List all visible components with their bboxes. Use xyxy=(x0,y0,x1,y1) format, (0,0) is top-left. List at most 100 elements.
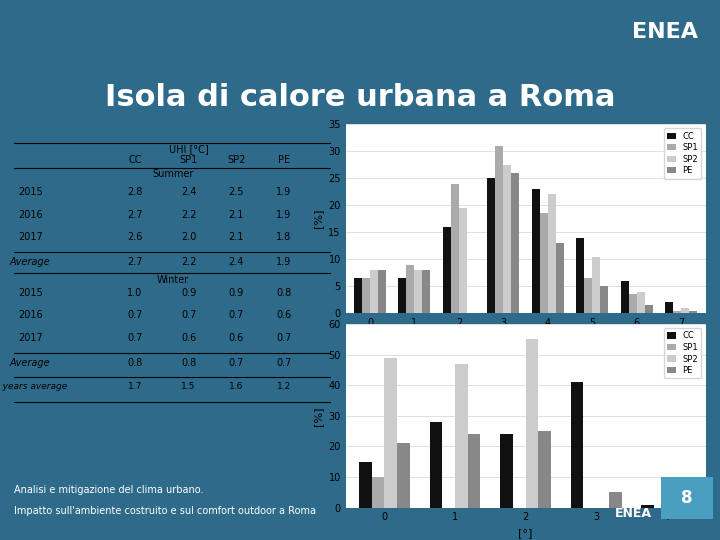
Text: 1.2: 1.2 xyxy=(276,382,291,391)
Bar xyxy=(681,308,689,313)
Bar xyxy=(503,165,511,313)
Bar xyxy=(556,243,564,313)
Bar xyxy=(689,310,697,313)
Text: 0.7: 0.7 xyxy=(181,310,197,320)
Text: 2.8: 2.8 xyxy=(127,187,143,197)
Text: 0.7: 0.7 xyxy=(127,310,143,320)
Text: 2015: 2015 xyxy=(18,187,42,197)
Text: 2016: 2016 xyxy=(18,210,42,220)
Legend: CC, SP1, SP2, PE: CC, SP1, SP2, PE xyxy=(664,328,701,379)
Bar xyxy=(398,278,407,313)
Text: 2.7: 2.7 xyxy=(127,210,143,220)
Text: Isola di calore urbana a Roma: Isola di calore urbana a Roma xyxy=(104,83,616,112)
Bar xyxy=(459,208,467,313)
Bar xyxy=(629,294,636,313)
Text: UHI [°C]: UHI [°C] xyxy=(168,144,209,154)
Text: 1.8: 1.8 xyxy=(276,232,292,242)
Legend: CC, SP1, SP2, PE: CC, SP1, SP2, PE xyxy=(664,129,701,179)
Bar xyxy=(548,194,556,313)
Bar xyxy=(359,462,372,508)
Text: 2015: 2015 xyxy=(18,287,42,298)
Text: 2.7: 2.7 xyxy=(127,257,143,267)
Text: 0.8: 0.8 xyxy=(181,357,197,368)
Bar xyxy=(370,270,378,313)
Text: 2.4: 2.4 xyxy=(228,257,244,267)
Text: CC: CC xyxy=(128,156,142,165)
Text: PE: PE xyxy=(278,156,289,165)
Text: 1.9: 1.9 xyxy=(276,257,292,267)
Text: SP2: SP2 xyxy=(227,156,246,165)
Bar xyxy=(526,339,539,508)
Bar xyxy=(584,278,593,313)
Bar xyxy=(539,431,551,508)
Bar xyxy=(609,492,621,508)
Bar xyxy=(495,146,503,313)
Bar xyxy=(455,364,468,508)
X-axis label: [°]: [°] xyxy=(518,334,533,343)
Bar xyxy=(511,173,519,313)
Bar xyxy=(487,178,495,313)
Bar xyxy=(397,443,410,508)
Text: 2.4: 2.4 xyxy=(181,187,197,197)
Bar xyxy=(451,184,459,313)
Bar xyxy=(407,265,415,313)
Text: 0.7: 0.7 xyxy=(228,310,244,320)
Bar xyxy=(443,227,451,313)
Bar xyxy=(415,270,423,313)
Bar xyxy=(532,189,540,313)
Bar xyxy=(384,357,397,508)
Text: 8: 8 xyxy=(681,489,693,507)
Text: 0.6: 0.6 xyxy=(181,333,197,343)
Text: 0.7: 0.7 xyxy=(276,357,292,368)
Text: 2.5: 2.5 xyxy=(228,187,244,197)
Bar xyxy=(378,270,386,313)
Text: 1.7: 1.7 xyxy=(127,382,142,391)
Y-axis label: [%]: [%] xyxy=(312,209,323,228)
Bar xyxy=(576,238,584,313)
Bar xyxy=(430,422,442,508)
Text: 0.7: 0.7 xyxy=(228,357,244,368)
X-axis label: [°]: [°] xyxy=(518,528,533,538)
Bar xyxy=(468,434,480,508)
Bar xyxy=(665,302,673,313)
Text: 2017: 2017 xyxy=(18,232,42,242)
Bar xyxy=(644,305,653,313)
Text: 0.7: 0.7 xyxy=(127,333,143,343)
Bar xyxy=(362,278,370,313)
Bar xyxy=(354,278,362,313)
Text: SP1: SP1 xyxy=(179,156,198,165)
Bar xyxy=(372,477,384,508)
Text: 0.6: 0.6 xyxy=(228,333,244,343)
Text: 2.2: 2.2 xyxy=(181,257,197,267)
Text: 2.1: 2.1 xyxy=(228,232,244,242)
FancyBboxPatch shape xyxy=(661,477,713,519)
Text: 1.9: 1.9 xyxy=(276,187,292,197)
Y-axis label: [%]: [%] xyxy=(312,406,323,426)
Text: 2.2: 2.2 xyxy=(181,210,197,220)
Text: 1.5: 1.5 xyxy=(181,382,196,391)
Text: Analisi e mitigazione del clima urbano.: Analisi e mitigazione del clima urbano. xyxy=(14,485,204,495)
Text: 0.6: 0.6 xyxy=(276,310,292,320)
Text: Average: Average xyxy=(10,357,50,368)
Text: 0.9: 0.9 xyxy=(181,287,197,298)
Bar xyxy=(593,256,600,313)
Bar xyxy=(500,434,513,508)
Bar xyxy=(636,292,644,313)
Text: 0.7: 0.7 xyxy=(276,333,292,343)
Text: 2.0: 2.0 xyxy=(181,232,197,242)
Text: 0.8: 0.8 xyxy=(276,287,292,298)
Text: Impatto sull'ambiente costruito e sul comfort outdoor a Roma: Impatto sull'ambiente costruito e sul co… xyxy=(14,507,316,516)
Text: ENEA: ENEA xyxy=(615,507,652,520)
Text: 1.6: 1.6 xyxy=(229,382,243,391)
Bar xyxy=(673,310,681,313)
Bar xyxy=(571,382,583,508)
Text: 3 years average: 3 years average xyxy=(0,382,67,391)
Bar xyxy=(540,213,548,313)
Text: 2016: 2016 xyxy=(18,310,42,320)
Text: 0.8: 0.8 xyxy=(127,357,143,368)
Bar xyxy=(621,281,629,313)
Bar xyxy=(600,286,608,313)
Text: Winter: Winter xyxy=(157,275,189,285)
Text: Summer: Summer xyxy=(152,170,194,179)
Text: Average: Average xyxy=(10,257,50,267)
